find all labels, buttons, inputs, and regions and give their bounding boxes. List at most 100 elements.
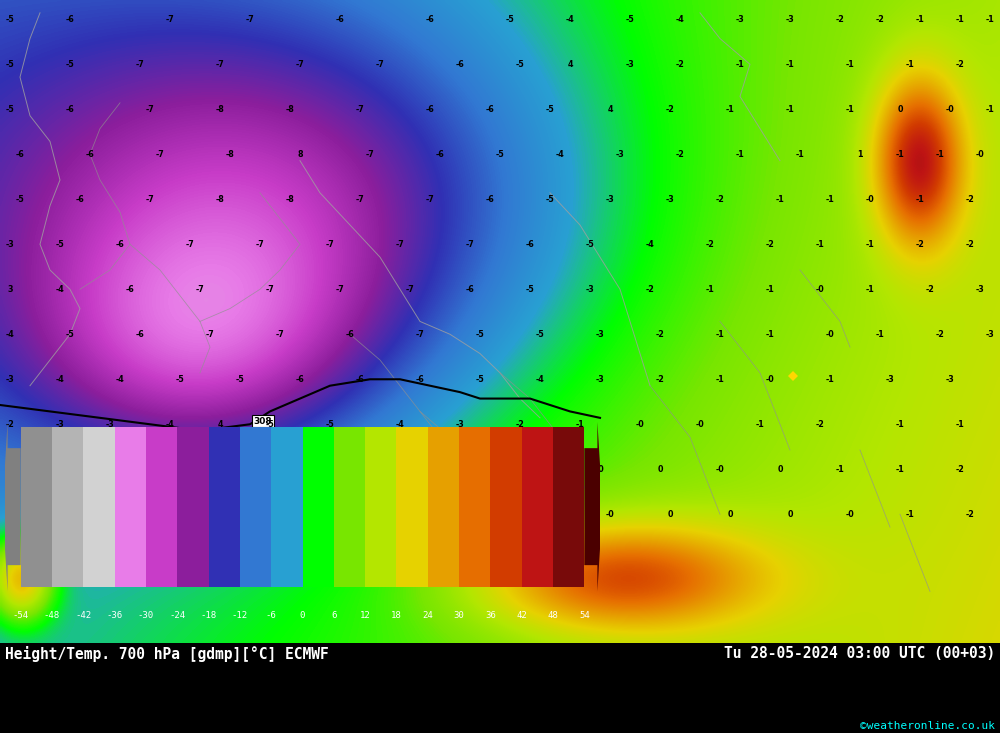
- Text: -1: -1: [826, 375, 834, 384]
- Text: 18: 18: [391, 611, 402, 620]
- Text: -1: -1: [776, 195, 784, 204]
- Text: -7: -7: [466, 240, 474, 248]
- Text: -5: -5: [176, 375, 184, 384]
- Bar: [522, 427, 553, 586]
- Text: -6: -6: [456, 60, 464, 69]
- Text: -0: -0: [866, 195, 874, 204]
- Text: -0: -0: [946, 105, 954, 114]
- Text: -36: -36: [107, 611, 123, 620]
- Text: Height/Temp. 700 hPa [gdmp][°C] ECMWF: Height/Temp. 700 hPa [gdmp][°C] ECMWF: [5, 646, 329, 662]
- Text: 6: 6: [331, 611, 337, 620]
- Text: -1: -1: [6, 509, 14, 519]
- Text: 42: 42: [516, 611, 527, 620]
- Text: -1: -1: [126, 509, 134, 519]
- Text: -6: -6: [426, 15, 434, 23]
- Text: -1: -1: [706, 285, 714, 294]
- Text: -7: -7: [406, 285, 414, 294]
- Text: -6: -6: [416, 375, 424, 384]
- Text: -5: -5: [6, 60, 14, 69]
- Text: -1: -1: [536, 465, 544, 474]
- Text: -5: -5: [236, 375, 244, 384]
- Text: -2: -2: [656, 330, 664, 339]
- Text: -1: -1: [956, 15, 964, 23]
- Text: -54: -54: [13, 611, 29, 620]
- Text: -1: -1: [846, 105, 854, 114]
- Text: -3: -3: [6, 375, 14, 384]
- Text: -6: -6: [436, 150, 444, 159]
- Text: -7: -7: [246, 15, 254, 23]
- Text: 3: 3: [7, 285, 13, 294]
- Text: -3: -3: [606, 195, 614, 204]
- Text: -1: -1: [756, 420, 764, 429]
- Text: -8: -8: [286, 195, 294, 204]
- Text: -2: -2: [926, 285, 934, 294]
- Text: -5: -5: [6, 15, 14, 23]
- Text: -2: -2: [666, 105, 674, 114]
- Text: 30: 30: [454, 611, 464, 620]
- Text: 4: 4: [607, 105, 613, 114]
- Text: -3: -3: [616, 150, 624, 159]
- Text: -0: -0: [846, 509, 854, 519]
- Text: -2: -2: [816, 420, 824, 429]
- Text: -0: -0: [546, 509, 554, 519]
- Text: -7: -7: [356, 105, 364, 114]
- Text: -6: -6: [266, 611, 277, 620]
- Text: -1: -1: [476, 465, 484, 474]
- Text: -5: -5: [66, 60, 74, 69]
- Text: 0: 0: [657, 465, 663, 474]
- Text: 8: 8: [297, 150, 303, 159]
- Text: 0: 0: [300, 611, 305, 620]
- Text: -7: -7: [266, 285, 274, 294]
- Text: -7: -7: [166, 15, 174, 23]
- Text: 12: 12: [360, 611, 371, 620]
- Text: 308: 308: [456, 442, 474, 452]
- Text: 36: 36: [485, 611, 496, 620]
- Text: -4: -4: [396, 420, 404, 429]
- Text: -5: -5: [506, 15, 514, 23]
- Text: -2: -2: [936, 330, 944, 339]
- FancyArrow shape: [584, 422, 603, 592]
- Text: -6: -6: [136, 330, 144, 339]
- Text: -8: -8: [226, 150, 234, 159]
- Text: -1: -1: [246, 509, 254, 519]
- Text: -0: -0: [636, 420, 644, 429]
- Text: -1: -1: [486, 509, 494, 519]
- Bar: [146, 427, 177, 586]
- Text: -1: -1: [986, 105, 994, 114]
- Text: -0: -0: [816, 285, 824, 294]
- Text: 48: 48: [548, 611, 558, 620]
- Text: -1: -1: [736, 60, 744, 69]
- Text: -5: -5: [546, 195, 554, 204]
- Text: -3: -3: [296, 465, 304, 474]
- Bar: [396, 427, 428, 586]
- Text: -6: -6: [486, 105, 494, 114]
- Bar: [553, 427, 584, 586]
- Text: 24: 24: [422, 611, 433, 620]
- Text: Tu 28-05-2024 03:00 UTC (00+03): Tu 28-05-2024 03:00 UTC (00+03): [724, 646, 995, 660]
- Text: -5: -5: [66, 330, 74, 339]
- Text: -3: -3: [666, 195, 674, 204]
- Text: -1: -1: [896, 150, 904, 159]
- Text: -6: -6: [526, 240, 534, 248]
- Text: -3: -3: [976, 285, 984, 294]
- Text: -3: -3: [596, 330, 604, 339]
- Text: -7: -7: [296, 60, 304, 69]
- Text: -3: -3: [116, 465, 124, 474]
- Text: -4: -4: [676, 15, 684, 23]
- Text: -2: -2: [966, 509, 974, 519]
- Text: -2: -2: [706, 240, 714, 248]
- Text: -6: -6: [126, 285, 134, 294]
- Text: -7: -7: [376, 60, 384, 69]
- Text: -0: -0: [766, 375, 774, 384]
- Text: -2: -2: [716, 195, 724, 204]
- Text: -6: -6: [116, 240, 124, 248]
- Text: -4: -4: [356, 465, 364, 474]
- Text: -5: -5: [6, 105, 14, 114]
- Bar: [83, 427, 115, 586]
- Bar: [459, 427, 490, 586]
- Text: -5: -5: [626, 15, 634, 23]
- Text: -1: -1: [186, 509, 194, 519]
- Text: -1: -1: [836, 465, 844, 474]
- Text: -3: -3: [986, 330, 994, 339]
- Text: -1: -1: [576, 420, 584, 429]
